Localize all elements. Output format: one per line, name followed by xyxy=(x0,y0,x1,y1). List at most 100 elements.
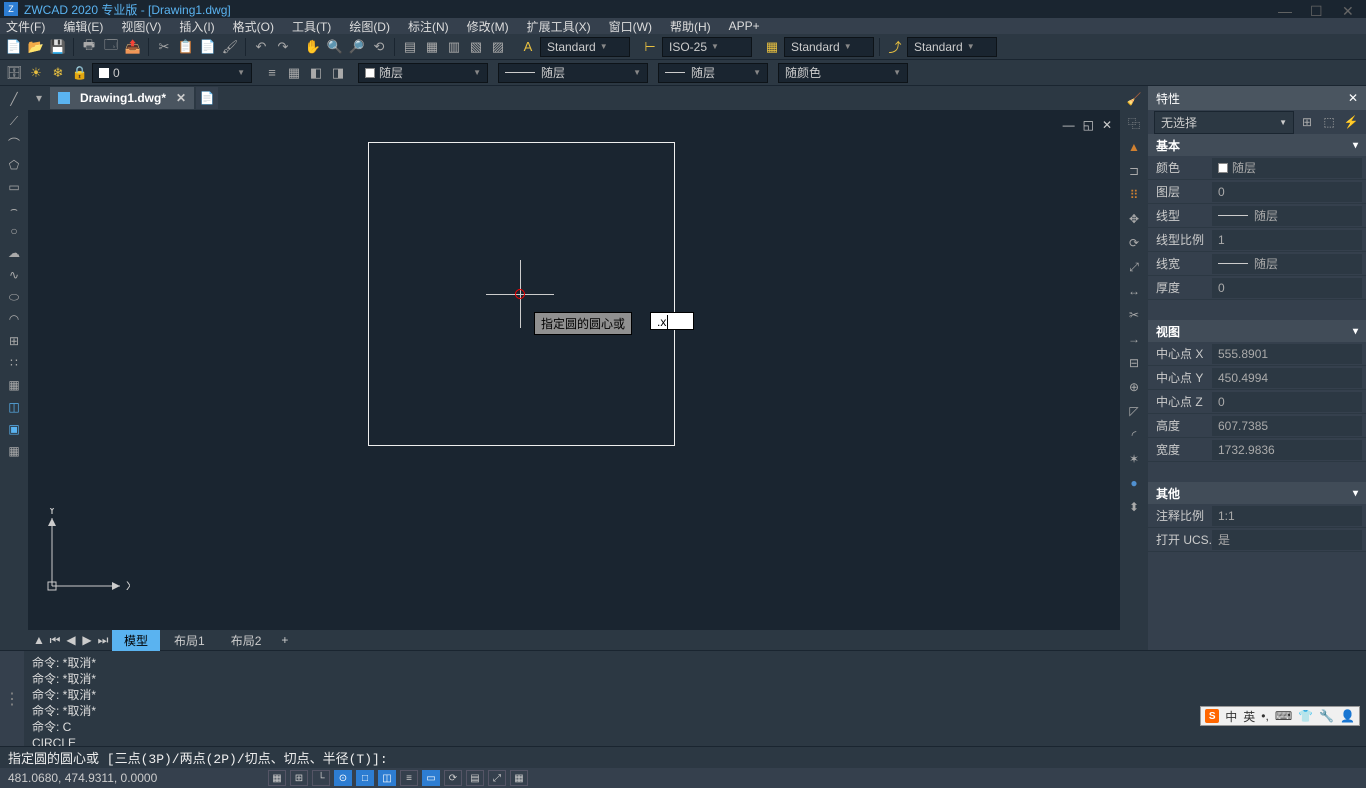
cycle-icon[interactable]: ⟳ xyxy=(444,770,462,786)
layer-prev-icon[interactable]: ◧ xyxy=(306,63,326,83)
scale-icon[interactable]: ▦ xyxy=(510,770,528,786)
selectobj-icon[interactable]: ⬚ xyxy=(1320,113,1338,131)
textstyle-icon[interactable]: A xyxy=(518,37,538,57)
dimstyle-icon[interactable]: ⊢ xyxy=(640,37,660,57)
paste-icon[interactable]: 📄 xyxy=(198,37,218,57)
menu-tools[interactable]: 工具(T) xyxy=(292,18,331,35)
break-icon[interactable]: ⊟ xyxy=(1125,354,1143,372)
pline-icon[interactable]: ⌒ xyxy=(5,134,23,152)
prop-center-y[interactable]: 450.4994 xyxy=(1212,368,1362,388)
draworder-icon[interactable]: ⬍ xyxy=(1125,498,1143,516)
prop-height[interactable]: 607.7385 xyxy=(1212,416,1362,436)
drawing-canvas[interactable]: — ◱ ✕ 指定圆的圆心或 .x X Y xyxy=(28,110,1120,630)
color-dropdown[interactable]: 随层▼ xyxy=(358,63,488,83)
layout-nav-next[interactable]: ▶ xyxy=(80,633,94,647)
linetype-dropdown[interactable]: 随层▼ xyxy=(498,63,648,83)
layer-icon[interactable]: 🗄 xyxy=(4,63,24,83)
spline-icon[interactable]: ∿ xyxy=(5,266,23,284)
line-icon[interactable]: ╱ xyxy=(5,90,23,108)
quickselect-icon[interactable]: ⊞ xyxy=(1298,113,1316,131)
menu-edit[interactable]: 编辑(E) xyxy=(63,18,103,35)
layout-add-button[interactable]: + xyxy=(275,633,294,647)
layout-tab-2[interactable]: 布局2 xyxy=(219,630,274,651)
prop-color[interactable]: 随层 xyxy=(1212,158,1362,178)
layer-dropdown[interactable]: 0▼ xyxy=(92,63,252,83)
preview-icon[interactable]: 🗔 xyxy=(101,37,121,57)
menu-file[interactable]: 文件(F) xyxy=(6,18,45,35)
close-tab-icon[interactable]: ✕ xyxy=(176,91,186,105)
tablestyle-dropdown[interactable]: Standard▼ xyxy=(784,37,874,57)
layer-make-icon[interactable]: ▦ xyxy=(284,63,304,83)
polar-icon[interactable]: ⊙ xyxy=(334,770,352,786)
revcloud-icon[interactable]: ☁ xyxy=(5,244,23,262)
ime-user-icon[interactable]: 👤 xyxy=(1340,709,1355,723)
dynamic-input[interactable]: .x xyxy=(650,312,694,330)
gradient-icon[interactable]: ◫ xyxy=(5,398,23,416)
prop-annoscale[interactable]: 1:1 xyxy=(1212,506,1362,526)
hatch-icon[interactable]: ▦ xyxy=(5,376,23,394)
stretch-icon[interactable]: ↔ xyxy=(1125,282,1143,300)
cut-icon[interactable]: ✂ xyxy=(154,37,174,57)
menu-format[interactable]: 格式(O) xyxy=(233,18,274,35)
prop-width[interactable]: 1732.9836 xyxy=(1212,440,1362,460)
copy-icon[interactable]: 📋 xyxy=(176,37,196,57)
extend-icon[interactable]: → xyxy=(1125,330,1143,348)
join-icon[interactable]: ⊕ xyxy=(1125,378,1143,396)
zoom-win-icon[interactable]: 🔎 xyxy=(347,37,367,57)
prop-icon[interactable]: ▤ xyxy=(400,37,420,57)
zoom-prev-icon[interactable]: ⟲ xyxy=(369,37,389,57)
layerlck-icon[interactable]: 🔒 xyxy=(70,63,90,83)
ime-kbd-icon[interactable]: ⌨ xyxy=(1275,709,1292,723)
menu-insert[interactable]: 插入(I) xyxy=(179,18,214,35)
layerstate-icon[interactable]: ≡ xyxy=(262,63,282,83)
menu-window[interactable]: 窗口(W) xyxy=(609,18,652,35)
layerfrz-icon[interactable]: ❄ xyxy=(48,63,68,83)
prop-layer[interactable]: 0 xyxy=(1212,182,1362,202)
dimstyle-dropdown[interactable]: ISO-25▼ xyxy=(662,37,752,57)
section-view[interactable]: 视图▾ xyxy=(1148,320,1366,342)
minimize-button[interactable]: — xyxy=(1278,3,1290,15)
ime-mode[interactable]: 英 xyxy=(1243,708,1255,725)
prop-center-x[interactable]: 555.8901 xyxy=(1212,344,1362,364)
fillet-icon[interactable]: ◜ xyxy=(1125,426,1143,444)
file-tab[interactable]: Drawing1.dwg* ✕ xyxy=(50,87,194,109)
layer-match-icon[interactable]: ◨ xyxy=(328,63,348,83)
lineweight-dropdown[interactable]: 随层▼ xyxy=(658,63,768,83)
tablestyle-icon[interactable]: ▦ xyxy=(762,37,782,57)
trim-icon[interactable]: ✂ xyxy=(1125,306,1143,324)
explode-icon[interactable]: ✶ xyxy=(1125,450,1143,468)
ime-lang[interactable]: 中 xyxy=(1225,708,1237,725)
textstyle-dropdown[interactable]: Standard▼ xyxy=(540,37,630,57)
doc-close-icon[interactable]: ✕ xyxy=(1102,118,1112,132)
array-icon[interactable]: ⠿ xyxy=(1125,186,1143,204)
erase-icon[interactable]: 🧹 xyxy=(1125,90,1143,108)
save-icon[interactable]: 💾 xyxy=(48,37,68,57)
clean-icon[interactable]: ▨ xyxy=(488,37,508,57)
selection-dropdown[interactable]: 无选择▼ xyxy=(1154,111,1294,134)
designcenter-icon[interactable]: ▦ xyxy=(422,37,442,57)
pan-icon[interactable]: ✋ xyxy=(303,37,323,57)
insert-icon[interactable]: ⊞ xyxy=(5,332,23,350)
table-icon[interactable]: ▦ xyxy=(5,442,23,460)
layeriso-icon[interactable]: ☀ xyxy=(26,63,46,83)
prop-center-z[interactable]: 0 xyxy=(1212,392,1362,412)
zoom-rt-icon[interactable]: 🔍 xyxy=(325,37,345,57)
redo-icon[interactable]: ↷ xyxy=(273,37,293,57)
print-icon[interactable]: 🖶 xyxy=(79,37,99,57)
section-other[interactable]: 其他▾ xyxy=(1148,482,1366,504)
layout-nav-prev2[interactable]: ◀ xyxy=(64,633,78,647)
ime-punct[interactable]: •, xyxy=(1261,709,1269,723)
wipeout-icon[interactable]: ● xyxy=(1125,474,1143,492)
rotate-icon[interactable]: ⟳ xyxy=(1125,234,1143,252)
prop-ucs[interactable]: 是 xyxy=(1212,530,1362,550)
copy-obj-icon[interactable]: ⿻ xyxy=(1125,114,1143,132)
layout-nav-first[interactable]: ▲ xyxy=(32,633,46,647)
tab-menu-icon[interactable]: ▾ xyxy=(28,89,50,107)
layout-tab-1[interactable]: 布局1 xyxy=(162,630,217,651)
mleader-icon[interactable]: ⤴ xyxy=(885,37,905,57)
region-icon[interactable]: ▣ xyxy=(5,420,23,438)
new-tab-icon[interactable]: 📄 xyxy=(196,87,218,109)
properties-header[interactable]: 特性 ✕ xyxy=(1148,86,1366,110)
ortho-icon[interactable]: └ xyxy=(312,770,330,786)
layout-nav-prev[interactable]: ⏮ xyxy=(48,633,62,647)
